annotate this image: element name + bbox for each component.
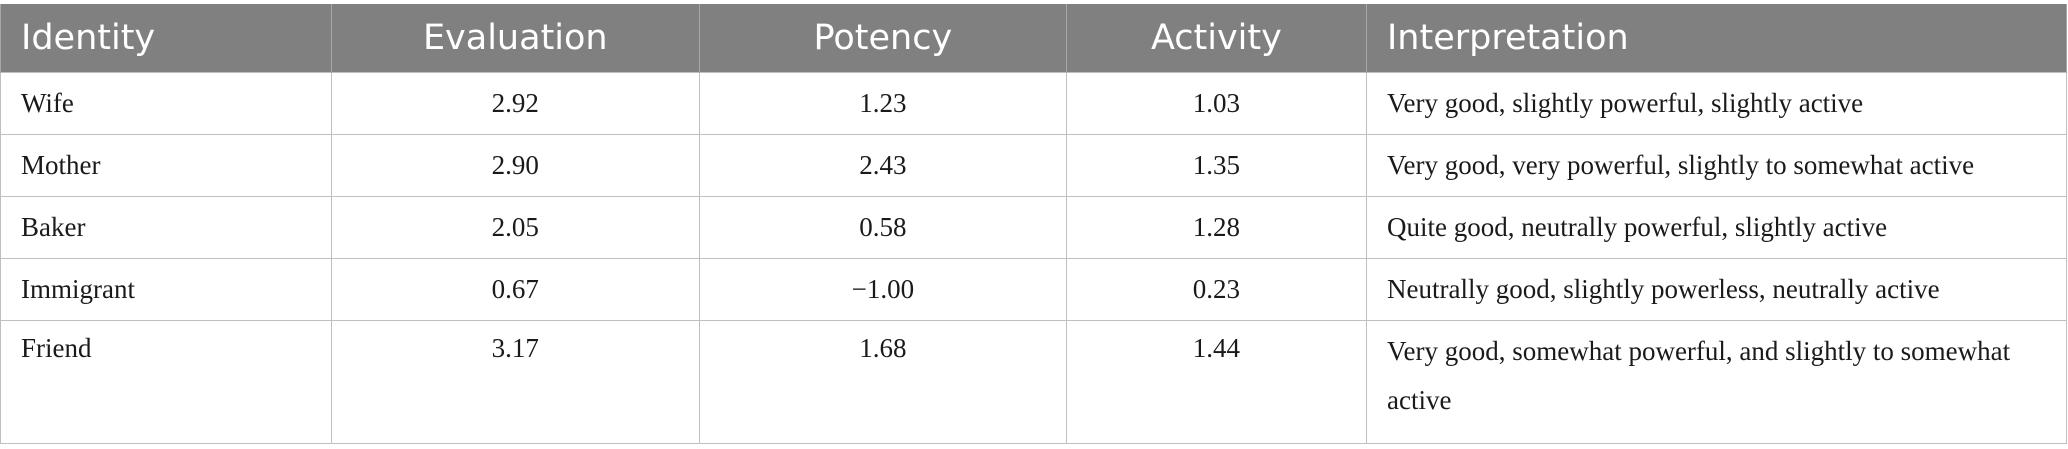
cell-interpretation: Neutrally good, slightly powerless, neut…	[1365, 258, 2068, 321]
cell-potency: 0.58	[698, 196, 1067, 259]
cell-interpretation: Quite good, neutrally powerful, slightly…	[1365, 196, 2068, 259]
header-evaluation: Evaluation	[330, 4, 700, 73]
table-row: Mother 2.90 2.43 1.35 Very good, very po…	[0, 134, 2068, 197]
table-row: Immigrant 0.67 −1.00 0.23 Neutrally good…	[0, 258, 2068, 321]
cell-evaluation: 3.17	[330, 320, 700, 444]
cell-identity: Wife	[0, 72, 332, 135]
cell-evaluation: 2.05	[330, 196, 700, 259]
cell-evaluation: 0.67	[330, 258, 700, 321]
cell-potency: 1.68	[698, 320, 1067, 444]
identity-epa-table: Identity Evaluation Potency Activity Int…	[0, 4, 2068, 444]
cell-identity: Baker	[0, 196, 332, 259]
cell-activity: 1.44	[1065, 320, 1367, 444]
cell-interpretation: Very good, slightly powerful, slightly a…	[1365, 72, 2068, 135]
cell-interpretation: Very good, somewhat powerful, and slight…	[1365, 320, 2068, 444]
cell-evaluation: 2.92	[330, 72, 700, 135]
cell-activity: 0.23	[1065, 258, 1367, 321]
table-row: Friend 3.17 1.68 1.44 Very good, somewha…	[0, 320, 2068, 444]
cell-activity: 1.28	[1065, 196, 1367, 259]
header-potency: Potency	[698, 4, 1067, 73]
header-activity: Activity	[1065, 4, 1367, 73]
header-interpretation: Interpretation	[1365, 4, 2068, 73]
table-row: Wife 2.92 1.23 1.03 Very good, slightly …	[0, 72, 2068, 135]
table-header-row: Identity Evaluation Potency Activity Int…	[0, 4, 2068, 73]
cell-potency: 1.23	[698, 72, 1067, 135]
cell-identity: Friend	[0, 320, 332, 444]
cell-activity: 1.03	[1065, 72, 1367, 135]
table-row: Baker 2.05 0.58 1.28 Quite good, neutral…	[0, 196, 2068, 259]
cell-interpretation: Very good, very powerful, slightly to so…	[1365, 134, 2068, 197]
identity-table-container: Identity Evaluation Potency Activity Int…	[0, 4, 2068, 444]
cell-identity: Mother	[0, 134, 332, 197]
header-identity: Identity	[0, 4, 332, 73]
cell-activity: 1.35	[1065, 134, 1367, 197]
cell-identity: Immigrant	[0, 258, 332, 321]
cell-potency: −1.00	[698, 258, 1067, 321]
cell-evaluation: 2.90	[330, 134, 700, 197]
cell-potency: 2.43	[698, 134, 1067, 197]
